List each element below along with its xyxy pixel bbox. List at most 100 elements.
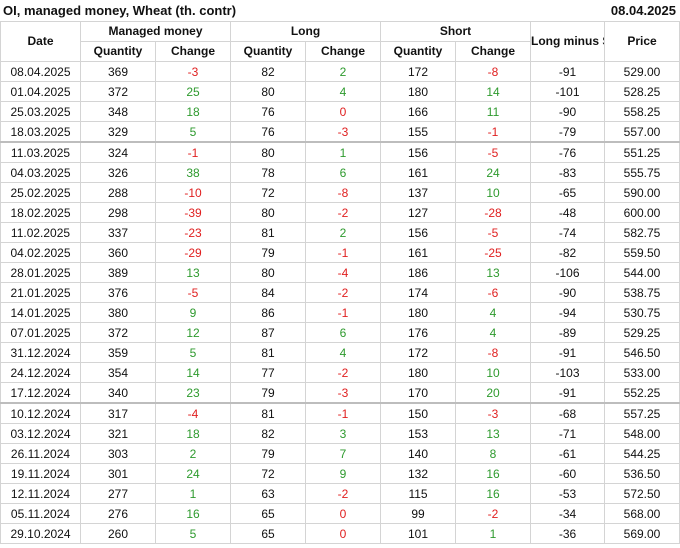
sub-header: Quantity	[380, 41, 457, 62]
value-cell: 301	[80, 463, 156, 484]
data-row: 18.02.2025 298 -39 80 -2 127 -28 -48 600.00	[0, 202, 680, 223]
value-cell: 389	[80, 262, 156, 283]
date-cell: 11.02.2025	[0, 222, 81, 243]
value-cell: 82	[230, 61, 306, 82]
value-cell: 1	[155, 483, 231, 504]
value-cell: 0	[304, 523, 382, 544]
value-cell: 5	[155, 342, 231, 363]
value-cell: -5	[455, 222, 532, 243]
value-cell: 176	[380, 322, 457, 343]
value-cell: -1	[304, 302, 382, 323]
report-date: 08.04.2025	[610, 3, 676, 18]
value-cell: -89	[530, 322, 606, 343]
date-cell: 10.12.2024	[0, 402, 81, 424]
value-cell: 559.50	[604, 242, 680, 263]
value-cell: 533.00	[604, 362, 680, 383]
value-cell: 321	[80, 423, 156, 444]
value-cell: -91	[530, 342, 606, 363]
value-cell: 172	[380, 342, 457, 363]
value-cell: -68	[530, 402, 606, 424]
value-cell: -23	[155, 222, 231, 243]
value-cell: 174	[380, 282, 457, 303]
value-cell: 354	[80, 362, 156, 383]
value-cell: 544.25	[604, 443, 680, 464]
value-cell: 369	[80, 61, 156, 82]
value-cell: 81	[230, 402, 306, 424]
value-cell: 137	[380, 182, 457, 203]
value-cell: 18	[155, 101, 231, 122]
value-cell: 569.00	[604, 523, 680, 544]
data-row: 11.03.2025 324 -1 80 1 156 -5 -76 551.25	[0, 141, 680, 163]
data-row: 12.11.2024 277 1 63 -2 115 16 -53 572.50	[0, 483, 680, 504]
date-cell: 25.02.2025	[0, 182, 81, 203]
value-cell: 72	[230, 182, 306, 203]
group-header: Long minus Short	[530, 21, 606, 62]
value-cell: 317	[80, 402, 156, 424]
data-row: 25.02.2025 288 -10 72 -8 137 10 -65 590.00	[0, 182, 680, 203]
value-cell: -34	[530, 503, 606, 524]
data-row: 25.03.2025 348 18 76 0 166 11 -90 558.25	[0, 101, 680, 122]
value-cell: -48	[530, 202, 606, 223]
value-cell: 20	[455, 382, 532, 404]
sub-header: Change	[155, 41, 231, 62]
value-cell: 2	[304, 61, 382, 82]
group-header: Price	[604, 21, 680, 62]
date-cell: 18.03.2025	[0, 121, 81, 143]
value-cell: -71	[530, 423, 606, 444]
value-cell: 0	[304, 101, 382, 122]
value-cell: 600.00	[604, 202, 680, 223]
data-row: 04.03.2025 326 38 78 6 161 24 -83 555.75	[0, 162, 680, 183]
value-cell: 180	[380, 362, 457, 383]
data-row: 17.12.2024 340 23 79 -3 170 20 -91 552.25	[0, 382, 680, 404]
subheader-row: Quantity Change Quantity Change Quantity Chan…	[1, 41, 680, 62]
value-cell: 582.75	[604, 222, 680, 243]
value-cell: 10	[455, 362, 532, 383]
value-cell: 324	[80, 141, 156, 163]
value-cell: 79	[230, 382, 306, 404]
date-cell: 29.10.2024	[0, 523, 81, 544]
date-cell: 24.12.2024	[0, 362, 81, 383]
data-row: 31.12.2024 359 5 81 4 172 -8 -91 546.50	[0, 342, 680, 363]
value-cell: -28	[455, 202, 532, 223]
date-cell: 03.12.2024	[0, 423, 81, 444]
date-cell: 17.12.2024	[0, 382, 81, 404]
value-cell: 337	[80, 222, 156, 243]
value-cell: -2	[304, 202, 382, 223]
value-cell: 81	[230, 222, 306, 243]
value-cell: 5	[155, 121, 231, 143]
value-cell: 80	[230, 262, 306, 283]
value-cell: 186	[380, 262, 457, 283]
value-cell: 544.00	[604, 262, 680, 283]
value-cell: 16	[455, 483, 532, 504]
value-cell: 2	[155, 443, 231, 464]
value-cell: 557.25	[604, 402, 680, 424]
value-cell: 380	[80, 302, 156, 323]
value-cell: -2	[304, 483, 382, 504]
value-cell: -8	[455, 61, 532, 82]
value-cell: 140	[380, 443, 457, 464]
value-cell: 101	[380, 523, 457, 544]
value-cell: 5	[155, 523, 231, 544]
value-cell: 548.00	[604, 423, 680, 444]
value-cell: 13	[455, 262, 532, 283]
value-cell: 79	[230, 443, 306, 464]
value-cell: 155	[380, 121, 457, 143]
value-cell: -90	[530, 282, 606, 303]
sub-header: Quantity	[80, 41, 156, 62]
date-cell: 26.11.2024	[0, 443, 81, 464]
table-body: 08.04.2025 369 -3 82 2 172 -8 -91 529.00 01.04.20…	[0, 61, 680, 544]
value-cell: -1	[455, 121, 532, 143]
value-cell: 76	[230, 121, 306, 143]
value-cell: -2	[304, 362, 382, 383]
date-cell: 01.04.2025	[0, 81, 81, 102]
value-cell: 7	[304, 443, 382, 464]
value-cell: 80	[230, 202, 306, 223]
date-cell: 08.04.2025	[0, 61, 81, 82]
date-cell: 31.12.2024	[0, 342, 81, 363]
title: OI, managed money, Wheat (th. contr)	[3, 3, 237, 18]
value-cell: -5	[155, 282, 231, 303]
value-cell: 16	[455, 463, 532, 484]
value-cell: 80	[230, 141, 306, 163]
